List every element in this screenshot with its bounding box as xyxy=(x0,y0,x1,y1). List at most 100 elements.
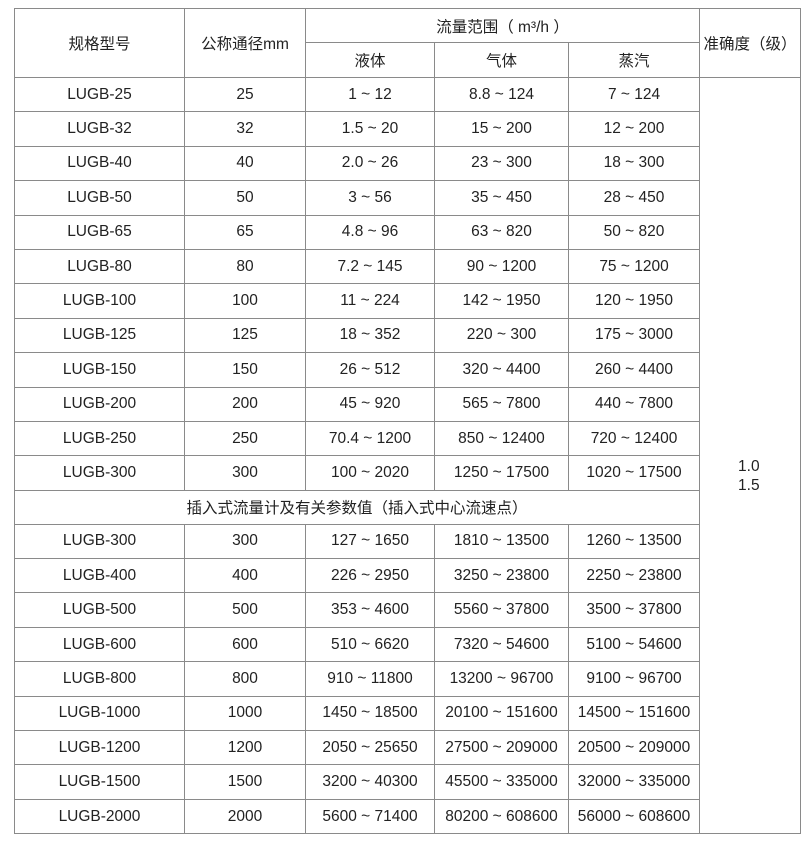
insert-table-row: LUGB-400 400 226 ~ 2950 3250 ~ 23800 2250 ~ … xyxy=(14,558,801,594)
cell-steam-range: 28 ~ 450 xyxy=(567,180,701,216)
cell-liquid-range: 353 ~ 4600 xyxy=(305,592,435,628)
section-row: 插入式流量计及有关参数值（插入式中心流速点） xyxy=(13,489,801,525)
cell-model: LUGB-1500 xyxy=(14,764,185,800)
cell-liquid-range: 910 ~ 11800 xyxy=(305,661,435,697)
cell-diameter: 80 xyxy=(184,248,306,285)
cell-liquid-range: 18 ~ 352 xyxy=(305,317,435,354)
cell-gas-range: 23 ~ 300 xyxy=(434,145,569,182)
cell-gas-range: 45500 ~ 335000 xyxy=(434,764,569,800)
table-row: LUGB-200 200 45 ~ 920 565 ~ 7800 440 ~ 7800 xyxy=(14,386,801,422)
insert-table-row: LUGB-1500 1500 3200 ~ 40300 45500 ~ 335000 3… xyxy=(14,764,801,800)
section-title: 插入式流量计及有关参数值（插入式中心流速点） xyxy=(13,489,701,525)
cell-steam-range: 32000 ~ 335000 xyxy=(567,764,701,800)
cell-gas-range: 63 ~ 820 xyxy=(434,214,569,250)
cell-steam-range: 9100 ~ 96700 xyxy=(567,661,701,697)
header-liquid: 液体 xyxy=(305,42,435,78)
table-row: LUGB-100 100 11 ~ 224 142 ~ 1950 120 ~ 1950 xyxy=(14,283,801,319)
accuracy-cell: 1.0 1.5 xyxy=(699,76,802,835)
cell-gas-range: 142 ~ 1950 xyxy=(434,283,569,319)
table-row: LUGB-150 150 26 ~ 512 320 ~ 4400 260 ~ 4400 xyxy=(14,352,801,388)
cell-model: LUGB-150 xyxy=(14,352,185,388)
cell-diameter: 500 xyxy=(184,592,306,628)
cell-gas-range: 220 ~ 300 xyxy=(434,317,569,354)
insert-table-row: LUGB-1200 1200 2050 ~ 25650 27500 ~ 209000 2… xyxy=(14,730,801,766)
insert-table-row: LUGB-600 600 510 ~ 6620 7320 ~ 54600 5100 ~ … xyxy=(14,626,801,663)
cell-model: LUGB-500 xyxy=(14,592,185,628)
cell-diameter: 100 xyxy=(184,283,306,319)
insert-table-row: LUGB-800 800 910 ~ 11800 13200 ~ 96700 9100 … xyxy=(14,661,801,697)
table-row: LUGB-40 40 2.0 ~ 26 23 ~ 300 18 ~ 300 xyxy=(14,145,801,182)
cell-liquid-range: 5600 ~ 71400 xyxy=(305,798,435,835)
cell-diameter: 400 xyxy=(184,558,306,594)
table-row: LUGB-80 80 7.2 ~ 145 90 ~ 1200 75 ~ 1200 xyxy=(14,248,801,285)
cell-diameter: 150 xyxy=(184,352,306,388)
cell-liquid-range: 100 ~ 2020 xyxy=(305,455,435,491)
insert-table-row: LUGB-1000 1000 1450 ~ 18500 20100 ~ 151600 1… xyxy=(14,695,801,732)
cell-model: LUGB-32 xyxy=(14,111,185,147)
cell-gas-range: 15 ~ 200 xyxy=(434,111,569,147)
cell-diameter: 32 xyxy=(184,111,306,147)
cell-model: LUGB-25 xyxy=(14,76,185,113)
cell-model: LUGB-800 xyxy=(14,661,185,697)
cell-steam-range: 50 ~ 820 xyxy=(567,214,701,250)
cell-model: LUGB-65 xyxy=(14,214,185,250)
cell-model: LUGB-400 xyxy=(14,558,185,594)
insert-table-row: LUGB-300 300 127 ~ 1650 1810 ~ 13500 1260 ~ … xyxy=(14,523,801,560)
header-accuracy: 准确度（级） xyxy=(699,8,802,78)
cell-liquid-range: 1.5 ~ 20 xyxy=(305,111,435,147)
table-row: LUGB-65 65 4.8 ~ 96 63 ~ 820 50 ~ 820 xyxy=(14,214,801,250)
cell-liquid-range: 4.8 ~ 96 xyxy=(305,214,435,250)
cell-steam-range: 5100 ~ 54600 xyxy=(567,626,701,663)
cell-diameter: 300 xyxy=(184,455,306,491)
cell-steam-range: 12 ~ 200 xyxy=(567,111,701,147)
cell-model: LUGB-600 xyxy=(14,626,185,663)
cell-gas-range: 1250 ~ 17500 xyxy=(434,455,569,491)
cell-model: LUGB-1000 xyxy=(14,695,185,732)
insert-table-row: LUGB-500 500 353 ~ 4600 5560 ~ 37800 3500 ~ … xyxy=(14,592,801,628)
accuracy-value: 1.0 xyxy=(738,457,760,475)
cell-diameter: 40 xyxy=(184,145,306,182)
cell-gas-range: 27500 ~ 209000 xyxy=(434,730,569,766)
cell-gas-range: 80200 ~ 608600 xyxy=(434,798,569,835)
cell-model: LUGB-1200 xyxy=(14,730,185,766)
cell-liquid-range: 11 ~ 224 xyxy=(305,283,435,319)
cell-diameter: 2000 xyxy=(184,798,306,835)
cell-liquid-range: 45 ~ 920 xyxy=(305,386,435,422)
cell-steam-range: 1260 ~ 13500 xyxy=(567,523,701,560)
cell-diameter: 25 xyxy=(184,76,306,113)
cell-liquid-range: 7.2 ~ 145 xyxy=(305,248,435,285)
cell-model: LUGB-125 xyxy=(14,317,185,354)
cell-diameter: 65 xyxy=(184,214,306,250)
cell-liquid-range: 70.4 ~ 1200 xyxy=(305,420,435,457)
cell-diameter: 300 xyxy=(184,523,306,560)
header-diameter: 公称通径mm xyxy=(184,8,306,78)
cell-diameter: 1000 xyxy=(184,695,306,732)
cell-liquid-range: 2.0 ~ 26 xyxy=(305,145,435,182)
cell-steam-range: 20500 ~ 209000 xyxy=(567,730,701,766)
cell-steam-range: 260 ~ 4400 xyxy=(567,352,701,388)
cell-liquid-range: 26 ~ 512 xyxy=(305,352,435,388)
cell-gas-range: 850 ~ 12400 xyxy=(434,420,569,457)
cell-steam-range: 120 ~ 1950 xyxy=(567,283,701,319)
cell-steam-range: 56000 ~ 608600 xyxy=(567,798,701,835)
cell-diameter: 800 xyxy=(184,661,306,697)
cell-steam-range: 720 ~ 12400 xyxy=(567,420,701,457)
cell-steam-range: 3500 ~ 37800 xyxy=(567,592,701,628)
table-row: LUGB-25 25 1 ~ 12 8.8 ~ 124 7 ~ 124 1.0 1.5 xyxy=(14,76,802,835)
cell-diameter: 1200 xyxy=(184,730,306,766)
cell-gas-range: 20100 ~ 151600 xyxy=(434,695,569,732)
cell-diameter: 1500 xyxy=(184,764,306,800)
cell-liquid-range: 1450 ~ 18500 xyxy=(305,695,435,732)
cell-gas-range: 565 ~ 7800 xyxy=(434,386,569,422)
cell-diameter: 50 xyxy=(184,180,306,216)
cell-gas-range: 7320 ~ 54600 xyxy=(434,626,569,663)
cell-model: LUGB-250 xyxy=(14,420,185,457)
cell-model: LUGB-2000 xyxy=(14,798,185,835)
cell-liquid-range: 3 ~ 56 xyxy=(305,180,435,216)
cell-diameter: 600 xyxy=(184,626,306,663)
cell-gas-range: 90 ~ 1200 xyxy=(434,248,569,285)
cell-gas-range: 8.8 ~ 124 xyxy=(434,76,569,113)
cell-gas-range: 13200 ~ 96700 xyxy=(434,661,569,697)
cell-model: LUGB-100 xyxy=(14,283,185,319)
insert-table-row: LUGB-2000 2000 5600 ~ 71400 80200 ~ 608600 5… xyxy=(14,798,801,835)
